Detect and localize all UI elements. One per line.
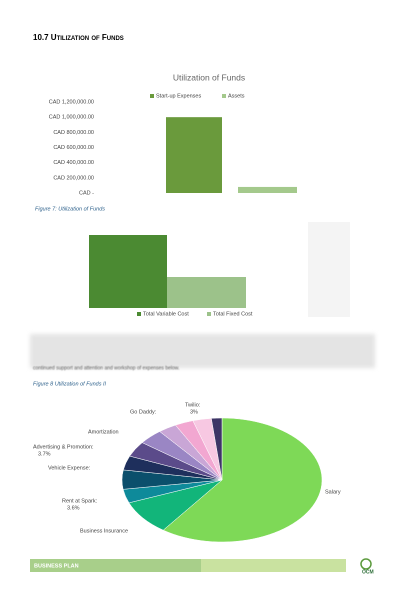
legend-swatch: [137, 312, 141, 316]
legend-label: Assets: [228, 93, 245, 99]
y-tick-label: CAD 200,000.00: [53, 175, 94, 181]
y-tick-label: CAD 800,000.00: [53, 130, 94, 136]
chart-title: Utilization of Funds: [173, 72, 245, 82]
pie-label: Advertising & Promotion:: [33, 444, 94, 450]
legend-label: Total Variable Cost: [143, 311, 189, 317]
blurred-paragraph: [30, 334, 375, 368]
bar: [167, 277, 246, 308]
pie-slice: [211, 417, 223, 481]
legend-label: Total Fixed Cost: [213, 311, 253, 317]
logo: OCM: [362, 569, 374, 575]
bar: [166, 117, 222, 193]
pie-label: Salary: [325, 489, 341, 495]
pie-label: Business Insurance: [80, 528, 128, 534]
legend-swatch: [150, 94, 154, 98]
pie-value-label: 3%: [190, 409, 198, 415]
footer-band: [201, 559, 346, 572]
pie-slice: [162, 417, 323, 543]
caption: Figure 8 Utilization of Funds II: [33, 381, 107, 387]
pie-value-label: 3.7%: [38, 451, 51, 457]
y-tick-label: CAD 400,000.00: [53, 160, 94, 166]
caption: Figure 7: Utilization of Funds: [35, 206, 105, 212]
heading: 10.7 Utilization of Funds: [33, 33, 124, 42]
pie-label: Amortization: [88, 429, 119, 435]
y-tick-label: CAD 600,000.00: [53, 145, 94, 151]
legend-swatch: [207, 312, 211, 316]
paragraph: continued support and attention and work…: [33, 365, 180, 371]
y-tick-label: CAD 1,000,000.00: [49, 115, 94, 121]
bar: [89, 235, 167, 308]
footer-band: [30, 559, 201, 572]
legend-swatch: [222, 94, 226, 98]
pie-label: Rent at Spark:: [62, 498, 98, 504]
pie-label: Vehicle Expense:: [48, 465, 91, 471]
legend-label: Start-up Expenses: [156, 93, 201, 99]
footer-label: BUSINESS PLAN: [34, 563, 79, 569]
y-tick-label: CAD -: [79, 190, 94, 196]
pie-label: Twilio:: [185, 402, 201, 408]
logo-mark: [360, 558, 372, 570]
pie-label: Go Daddy:: [130, 409, 157, 415]
pie-value-label: 3.6%: [67, 505, 80, 511]
bar: [238, 186, 297, 193]
y-tick-label: CAD 1,200,000.00: [49, 99, 94, 105]
placeholder-box: [308, 222, 350, 317]
